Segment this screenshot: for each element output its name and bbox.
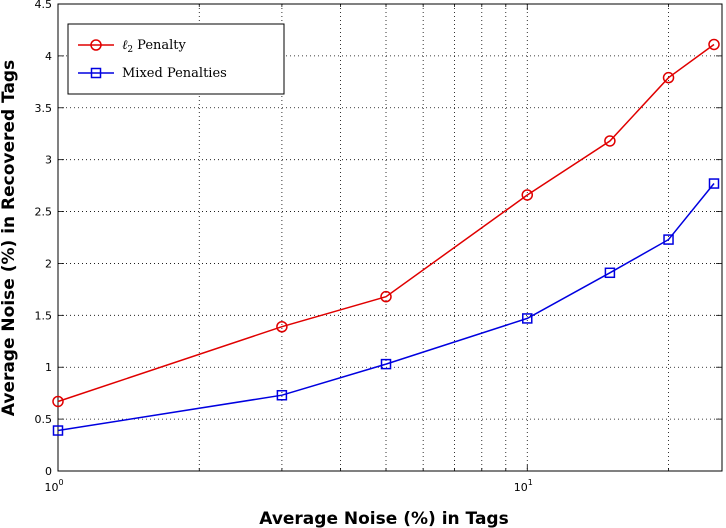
y-tick-label: 1.5 [35,309,53,322]
data-point [276,320,288,333]
legend-box [67,23,285,95]
data-point [52,425,64,436]
y-tick-label: 1 [45,361,52,374]
series-layer [52,38,720,436]
y-tick-label: 2 [45,257,52,270]
y-axis-title: Average Noise (%) in Recovered Tags [0,60,19,416]
data-point [380,358,392,370]
legend-label-penalty: ℓ2 Penalty [122,38,187,55]
legend-subscript: 2 [127,45,133,55]
legend-penalty-name: Penalty [137,38,186,53]
x-tick-base: 10 [44,481,58,494]
y-tick-label: 3.5 [35,102,53,115]
series-line [57,183,715,432]
legend-marker-penalty [90,39,102,51]
y-tick-label: 3 [45,154,52,167]
data-point [663,234,674,245]
data-point [380,290,392,303]
series-1 [52,178,720,436]
data-point [604,135,616,147]
plot-border [57,3,723,472]
data-point [276,389,288,401]
data-point [521,189,534,201]
y-tick-label: 0 [45,465,52,478]
legend-label-mixed: Mixed Penalties [122,66,227,81]
data-point [708,38,720,51]
y-tick-label: 0.5 [35,413,53,426]
x-tick-exponent: 1 [528,478,533,487]
series-line [57,43,715,403]
x-tick-exponent: 0 [58,478,63,487]
y-tick-label: 4.5 [35,0,53,11]
x-axis-title: Average Noise (%) in Tags [259,509,508,528]
x-tick-label: 101 [514,478,533,494]
legend: ℓ2 Penalty Mixed Penalties [67,23,285,95]
legend-ell: ℓ [122,38,128,53]
data-point [662,71,675,84]
data-point [52,395,64,408]
x-tick-base: 10 [514,481,528,494]
legend-marker-mixed [90,67,102,79]
y-tick-label: 2.5 [35,206,53,219]
x-tick-label: 100 [44,478,63,494]
y-tick-label: 4 [45,50,52,63]
data-point [522,313,533,324]
series-0 [52,38,720,408]
data-point [604,267,616,279]
data-point [708,178,720,189]
axis-ticks [57,3,722,472]
